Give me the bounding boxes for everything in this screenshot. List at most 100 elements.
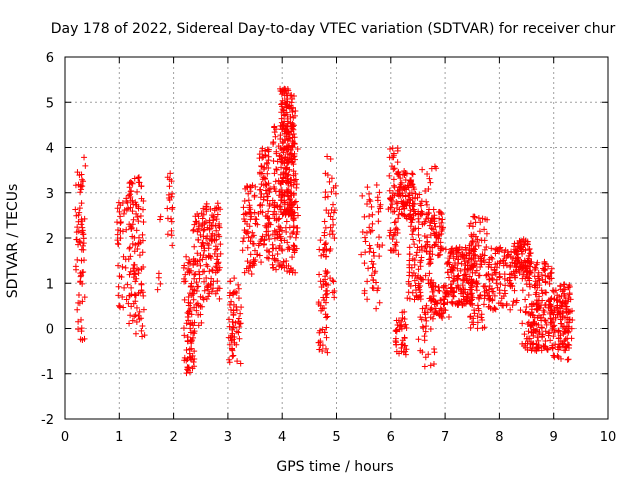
data-point [211, 237, 218, 244]
y-tick-label: -1 [41, 368, 54, 383]
data-point [566, 283, 573, 290]
data-point [483, 243, 490, 250]
data-point [436, 251, 443, 258]
data-point [534, 314, 541, 321]
data-point [536, 293, 543, 300]
data-point [426, 222, 433, 229]
data-point [200, 252, 207, 259]
data-point [127, 253, 134, 260]
data-point [132, 292, 139, 299]
data-point [183, 357, 190, 364]
data-point [277, 156, 284, 163]
data-point [539, 290, 546, 297]
data-point [165, 191, 172, 198]
data-point [166, 183, 173, 190]
data-point [528, 303, 535, 310]
data-point [512, 274, 519, 281]
data-point [289, 125, 296, 132]
data-point [387, 204, 394, 211]
data-point [430, 216, 437, 223]
data-point [270, 183, 277, 190]
data-point [229, 346, 236, 353]
data-point [128, 284, 135, 291]
data-point [182, 271, 189, 278]
data-point [560, 292, 567, 299]
data-point [125, 300, 132, 307]
data-point [270, 211, 277, 218]
data-point [489, 288, 496, 295]
x-tick-label: 7 [441, 430, 449, 445]
data-point [139, 323, 146, 330]
data-point [445, 314, 452, 321]
data-point [362, 238, 369, 245]
data-point [418, 211, 425, 218]
data-point [401, 334, 408, 341]
data-point [440, 283, 447, 290]
data-point [493, 280, 500, 287]
data-point [392, 335, 399, 342]
data-point [398, 348, 405, 355]
data-point [116, 273, 123, 280]
data-point [398, 179, 405, 186]
data-point [181, 332, 188, 339]
data-point [277, 181, 284, 188]
data-point [474, 302, 481, 309]
data-point [197, 311, 204, 318]
data-point [184, 334, 191, 341]
data-point [555, 354, 562, 361]
data-point [292, 234, 299, 241]
data-point [294, 204, 301, 211]
data-point [388, 163, 395, 170]
data-point [139, 231, 146, 238]
data-point [394, 226, 401, 233]
data-point [322, 240, 329, 247]
data-point [535, 303, 542, 310]
data-point [420, 324, 427, 331]
data-point [262, 187, 269, 194]
data-point [526, 281, 533, 288]
data-point [128, 226, 135, 233]
data-point [491, 304, 498, 311]
data-point [315, 300, 322, 307]
data-point [235, 281, 242, 288]
data-point [397, 175, 404, 182]
data-point [287, 210, 294, 217]
data-point [401, 205, 408, 212]
y-tick-label: -2 [41, 413, 54, 428]
data-point [488, 245, 495, 252]
data-point [291, 177, 298, 184]
data-point [287, 147, 294, 154]
data-point [272, 178, 279, 185]
data-point [565, 356, 572, 363]
data-point [530, 332, 537, 339]
data-point [442, 246, 449, 253]
data-point [410, 184, 417, 191]
data-point [81, 154, 88, 161]
data-point [75, 291, 82, 298]
data-point [366, 213, 373, 220]
data-point [359, 229, 366, 236]
data-point [474, 313, 481, 320]
data-point [262, 176, 269, 183]
data-point [123, 296, 130, 303]
data-point [191, 355, 198, 362]
data-point [563, 323, 570, 330]
data-point [411, 208, 418, 215]
data-point [419, 305, 426, 312]
data-point [328, 207, 335, 214]
data-point [519, 320, 526, 327]
data-point [428, 165, 435, 172]
data-point [283, 229, 290, 236]
data-point [527, 250, 534, 257]
data-point [246, 204, 253, 211]
x-axis-label: GPS time / hours [276, 459, 393, 475]
data-point [188, 311, 195, 318]
data-point [279, 247, 286, 254]
data-point [319, 247, 326, 254]
data-point [130, 274, 137, 281]
data-point [555, 335, 562, 342]
data-point [115, 241, 122, 248]
data-point [403, 186, 410, 193]
data-point [226, 323, 233, 330]
x-tick-label: 9 [550, 430, 558, 445]
